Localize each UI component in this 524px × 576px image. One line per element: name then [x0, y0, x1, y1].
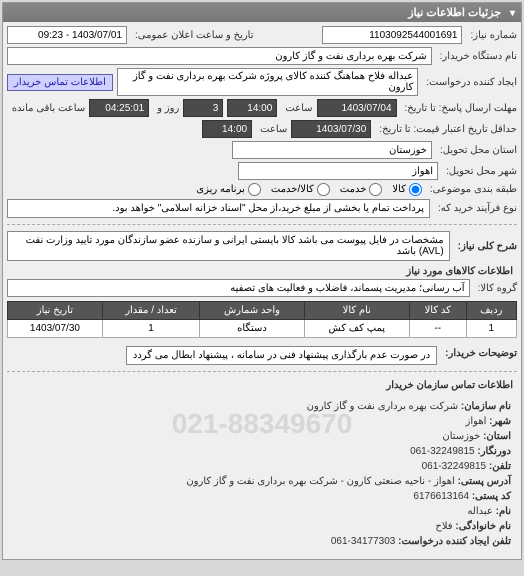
- delivery-city-label: شهر محل تحویل:: [442, 166, 517, 177]
- contact-title: اطلاعات تماس سازمان خریدار: [7, 378, 517, 393]
- th-row: ردیف: [466, 302, 516, 320]
- creator-phone: 34177303-061: [331, 536, 396, 547]
- deadline-date-field: 1403/07/04: [317, 99, 397, 117]
- remaining-days-suffix: روز و: [153, 103, 179, 114]
- radio-kala-input[interactable]: [409, 183, 422, 196]
- postal-address: اهواز - ناحیه صنعتی کارون - شرکت بهره بر…: [186, 476, 454, 487]
- th-qty: تعداد / مقدار: [102, 302, 199, 320]
- goods-group-label: گروه کالا:: [474, 283, 517, 294]
- remaining-days-field: 3: [183, 99, 223, 117]
- goods-group-field: آب رسانی؛ مدیریت پسماند، فاضلاب و فعالیت…: [7, 279, 470, 297]
- province: خوزستان: [442, 431, 480, 442]
- contact-section: 021-88349670 نام سازمان: شرکت بهره بردار…: [7, 393, 517, 555]
- postal-address-label: آدرس پستی:: [458, 476, 511, 487]
- city-label: شهر:: [489, 416, 511, 427]
- remaining-suffix: ساعت باقی مانده: [8, 103, 85, 114]
- details-panel: ▾ جزئیات اطلاعات نیاز شماره نیاز: 110309…: [2, 2, 522, 560]
- city: اهواز: [466, 416, 487, 427]
- radio-planning[interactable]: برنامه ریزی: [196, 183, 261, 196]
- family: فلاح: [435, 521, 452, 532]
- td-qty: 1: [102, 320, 199, 338]
- radio-service-input[interactable]: [369, 183, 382, 196]
- td-date: 1403/07/30: [8, 320, 103, 338]
- price-validity-time-field: 14:00: [202, 120, 252, 138]
- creator-field: عبداله فلاح هماهنگ کننده کالای پروژه شرک…: [117, 68, 418, 96]
- creator-label: ایجاد کننده درخواست:: [422, 77, 517, 88]
- collapse-icon[interactable]: ▾: [505, 8, 515, 18]
- buyer-notes-label: توضیحات خریدار:: [441, 348, 517, 359]
- th-name: نام کالا: [304, 302, 409, 320]
- panel-title: جزئیات اطلاعات نیاز: [408, 6, 501, 19]
- org-name-label: نام سازمان:: [461, 401, 511, 412]
- postal-code-label: کد پستی:: [472, 491, 511, 502]
- radio-kala[interactable]: کالا: [392, 183, 422, 196]
- panel-body: شماره نیاز: 1103092544001691 تاریخ و ساع…: [3, 22, 521, 559]
- buyer-device-field: شرکت بهره برداری نفت و گاز کارون: [7, 47, 432, 65]
- price-validity-label: حداقل تاریخ اعتبار قیمت: تا تاریخ:: [375, 124, 517, 135]
- table-header-row: ردیف کد کالا نام کالا واحد شمارش تعداد /…: [8, 302, 517, 320]
- radio-kala-service-input[interactable]: [317, 183, 330, 196]
- deadline-time-label: ساعت: [281, 103, 312, 114]
- subject-radio-group: کالا خدمت کالا/خدمت برنامه ریزی: [196, 183, 422, 196]
- th-date: تاریخ نیاز: [8, 302, 103, 320]
- phone: 32249815-061: [422, 461, 487, 472]
- buyer-device-label: نام دستگاه خریدار:: [436, 51, 517, 62]
- delivery-city-field: اهواز: [238, 162, 438, 180]
- deadline-send-label: مهلت ارسال پاسخ: تا تاریخ:: [401, 103, 517, 114]
- announce-date-label: تاریخ و ساعت اعلان عمومی:: [131, 30, 254, 41]
- phone-label: تلفن:: [489, 461, 511, 472]
- org-name: شرکت بهره برداری نفت و گاز کارون: [307, 401, 458, 412]
- family-label: نام خانوادگی:: [455, 521, 511, 532]
- request-number-label: شماره نیاز:: [466, 30, 517, 41]
- td-row: 1: [466, 320, 516, 338]
- request-number-field: 1103092544001691: [322, 26, 462, 44]
- td-code: --: [409, 320, 466, 338]
- fax: 32249815-061: [410, 446, 475, 457]
- remaining-time-field: 04:25:01: [89, 99, 149, 117]
- name: عبداله: [467, 506, 492, 517]
- fax-label: دورنگار:: [477, 446, 511, 457]
- td-name: پمپ کف کش: [304, 320, 409, 338]
- radio-service[interactable]: خدمت: [340, 183, 383, 196]
- announce-date-field: 1403/07/01 - 09:23: [7, 26, 127, 44]
- purchase-process-field: پرداخت تمام یا بخشی از مبلغ خرید،از محل …: [7, 199, 430, 218]
- price-validity-time-label: ساعت: [256, 124, 287, 135]
- panel-header[interactable]: ▾ جزئیات اطلاعات نیاز: [3, 3, 521, 22]
- table-row[interactable]: 1 -- پمپ کف کش دستگاه 1 1403/07/30: [8, 320, 517, 338]
- deadline-time-field: 14:00: [227, 99, 277, 117]
- name-label: نام:: [496, 506, 511, 517]
- th-unit: واحد شمارش: [200, 302, 304, 320]
- contact-info-button[interactable]: اطلاعات تماس خریدار: [7, 74, 113, 91]
- radio-planning-input[interactable]: [248, 183, 261, 196]
- subject-category-label: طبقه بندی موضوعی:: [426, 184, 517, 195]
- th-code: کد کالا: [409, 302, 466, 320]
- purchase-process-label: نوع فرآیند خرید که:: [434, 203, 517, 214]
- buyer-notes-field: در صورت عدم بارگذاری پیشنهاد فنی در ساما…: [126, 346, 437, 365]
- postal-code: 6176613164: [413, 491, 469, 502]
- price-validity-date-field: 1403/07/30: [291, 120, 371, 138]
- province-label: استان:: [483, 431, 511, 442]
- radio-kala-service[interactable]: کالا/خدمت: [271, 183, 330, 196]
- delivery-province-field: خوزستان: [232, 141, 432, 159]
- key-desc-label: شرح کلی نیاز:: [454, 241, 517, 252]
- delivery-province-label: استان محل تحویل:: [436, 145, 517, 156]
- creator-phone-label: تلفن ایجاد کننده درخواست:: [398, 536, 511, 547]
- key-desc-field: مشخصات در فایل پیوست می باشد کالا بایستی…: [7, 231, 450, 261]
- td-unit: دستگاه: [200, 320, 304, 338]
- goods-table: ردیف کد کالا نام کالا واحد شمارش تعداد /…: [7, 301, 517, 338]
- goods-info-title: اطلاعات کالاهای مورد نیاز: [7, 264, 517, 279]
